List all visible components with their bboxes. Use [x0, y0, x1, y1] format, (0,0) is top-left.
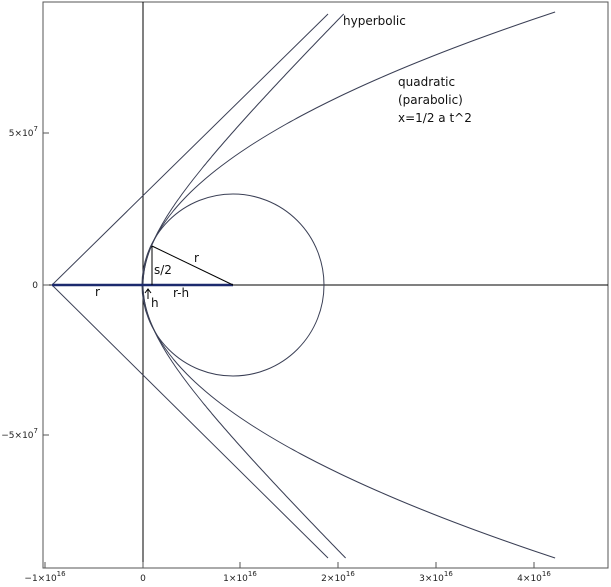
tick-label: 0 — [32, 281, 38, 291]
tick-exp: 16 — [248, 570, 257, 578]
label-formula: x=1/2 a t^2 — [398, 111, 472, 125]
tick-base: 1×10 — [223, 574, 248, 584]
label-r-offset: r — [95, 285, 100, 299]
h-arrow — [144, 288, 152, 299]
tick-exp: 16 — [444, 570, 453, 578]
label-h: h — [151, 296, 159, 310]
label-parabolic: (parabolic) — [398, 93, 463, 107]
tick-base: 3×10 — [419, 574, 444, 584]
tick-exp: 16 — [346, 570, 355, 578]
tick-base: 0 — [140, 574, 146, 584]
tick-base: −1×10 — [24, 574, 57, 584]
radius-segment — [151, 245, 234, 286]
tick-exp: 16 — [542, 570, 551, 578]
label-s2: s/2 — [154, 263, 172, 277]
tick-label: 4×1016 — [517, 570, 551, 584]
label-hyperbolic: hyperbolic — [343, 14, 406, 28]
tick-base: −5×10 — [1, 431, 34, 441]
tick-exp: 16 — [57, 570, 66, 578]
tick-label: 1×1016 — [223, 570, 257, 584]
label-r-h: r-h — [173, 286, 189, 300]
tick-label: 3×1016 — [419, 570, 453, 584]
tick-label: 0 — [140, 574, 146, 584]
label-quadratic: quadratic — [398, 75, 455, 89]
tick-label: 5×107 — [9, 125, 38, 139]
tick-base: 4×10 — [517, 574, 542, 584]
tick-exp: 7 — [34, 427, 38, 435]
label-r: r — [194, 251, 199, 265]
tick-base: 2×10 — [321, 574, 346, 584]
tick-label: −5×107 — [1, 427, 38, 441]
tick-base: 5×10 — [9, 129, 34, 139]
tick-label: −1×1016 — [24, 570, 66, 584]
tick-base: 0 — [32, 281, 38, 291]
tick-exp: 7 — [34, 125, 38, 133]
tick-label: 2×1016 — [321, 570, 355, 584]
